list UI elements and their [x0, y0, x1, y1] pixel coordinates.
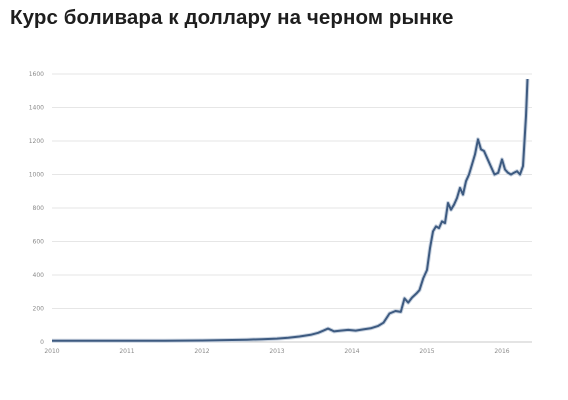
series-line — [52, 78, 529, 342]
y-tick-label: 600 — [33, 239, 45, 246]
series-line-shadow — [52, 78, 530, 343]
y-tick-label: 200 — [33, 306, 45, 313]
x-tick-label: 2014 — [344, 348, 359, 355]
y-axis-ticks: 0 200 400 600 800 1000 1200 1400 1600 — [29, 71, 44, 346]
y-tick-label: 1200 — [29, 138, 44, 145]
x-tick-label: 2016 — [494, 348, 509, 355]
y-tick-label: 1600 — [29, 71, 44, 78]
series-group — [52, 78, 530, 343]
y-tick-label: 400 — [33, 272, 45, 279]
y-tick-label: 0 — [40, 339, 44, 346]
y-tick-label: 1400 — [29, 105, 44, 112]
y-tick-label: 800 — [33, 205, 45, 212]
x-axis-ticks: 2010 2011 2012 2013 2014 2015 2016 — [44, 348, 509, 355]
x-tick-label: 2015 — [419, 348, 434, 355]
gridlines — [52, 73, 532, 343]
chart-title: Курс боливара к доллару на черном рынке — [10, 6, 454, 29]
x-tick-label: 2011 — [119, 348, 134, 355]
x-tick-label: 2010 — [44, 348, 59, 355]
y-tick-label: 1000 — [29, 172, 44, 179]
x-tick-label: 2013 — [269, 348, 284, 355]
x-tick-label: 2012 — [194, 348, 209, 355]
